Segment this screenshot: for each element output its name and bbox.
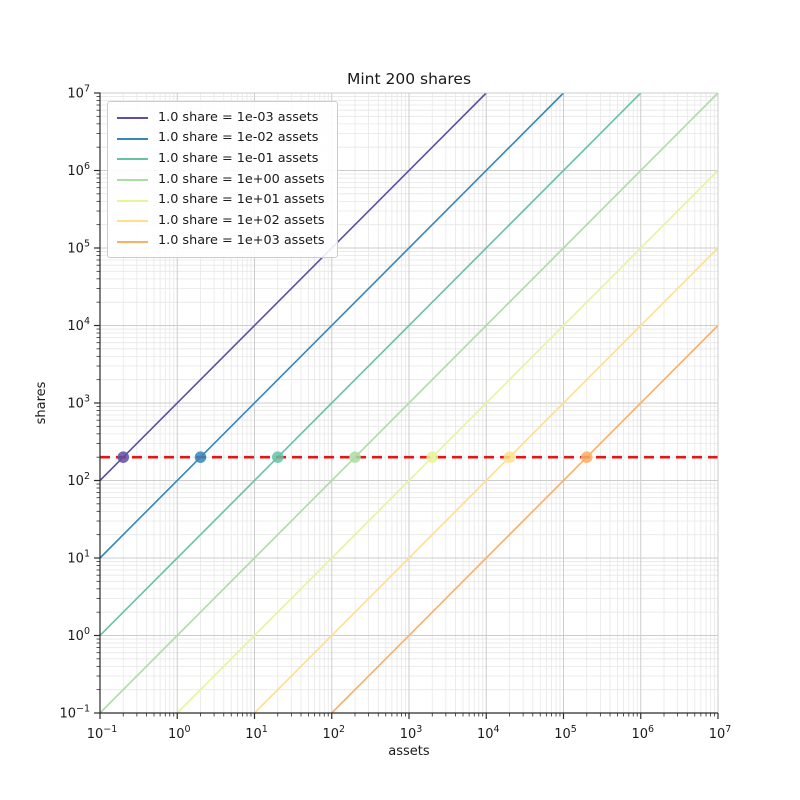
legend-swatch [117,137,148,140]
x-tick-label: 102 [322,724,345,742]
tick-labels: 10−1 100 101 102 103 104 105 106 107 10−1 100 101 10… [59,84,731,743]
y-tick-label: 101 [67,549,90,567]
legend-label: 1.0 share = 1e+02 assets [158,212,325,228]
data-point-marker-6 [580,451,593,463]
x-tick-label: 105 [554,724,577,742]
exchange-rate-line-4 [176,169,719,714]
legend-item-1: 1.0 share = 1e-02 assets [117,129,329,150]
x-tick-label: 101 [245,724,268,742]
legend-item-3: 1.0 share = 1e+00 assets [117,170,329,191]
x-tick-label: 107 [709,724,732,742]
legend-label: 1.0 share = 1e+03 assets [158,233,325,249]
x-axis-label: assets [388,744,430,759]
x-tick-label: 10−1 [87,724,118,742]
legend-swatch [117,179,148,182]
x-tick-label: 104 [477,724,500,742]
chart-title: Mint 200 shares [347,70,471,88]
data-point-markers [117,451,593,463]
legend-item-6: 1.0 share = 1e+03 assets [117,232,329,253]
exchange-rate-line-5 [253,247,719,714]
legend-item-5: 1.0 share = 1e+02 assets [117,211,329,232]
y-axis-label: shares [34,381,49,424]
data-point-marker-0 [117,451,130,463]
exchange-rate-line-3 [99,92,719,714]
exchange-rate-line-1 [99,92,565,559]
legend-label: 1.0 share = 1e-01 assets [158,151,319,167]
legend-label: 1.0 share = 1e+01 assets [158,192,325,208]
legend-swatch [117,158,148,161]
y-tick-label: 106 [67,161,90,179]
legend-label: 1.0 share = 1e-03 assets [158,109,319,125]
legend-item-4: 1.0 share = 1e+01 assets [117,190,329,211]
legend-label: 1.0 share = 1e+00 assets [158,171,325,187]
legend: 1.0 share = 1e-03 assets 1.0 share = 1e-0… [107,101,338,259]
legend-item-2: 1.0 share = 1e-01 assets [117,149,329,170]
y-tick-label: 104 [67,316,90,334]
data-point-marker-3 [349,451,361,463]
y-tick-label: 107 [67,84,90,102]
series-lines [99,92,719,714]
legend-item-0: 1.0 share = 1e-03 assets [117,108,329,129]
data-point-marker-2 [271,451,284,463]
exchange-rate-line-6 [331,324,719,714]
y-tick-label: 10−1 [59,704,90,722]
y-tick-label: 102 [67,471,90,489]
y-tick-label: 103 [67,394,90,412]
y-tick-label: 100 [67,626,90,644]
legend-swatch [117,240,148,243]
y-tick-label: 105 [67,239,90,257]
legend-swatch [117,199,148,202]
x-tick-label: 103 [400,724,423,742]
data-point-marker-5 [503,451,516,463]
legend-label: 1.0 share = 1e-02 assets [158,130,319,146]
axes-spines-and-ticks [94,92,719,719]
legend-swatch [117,220,148,223]
exchange-rate-line-2 [99,92,642,637]
data-point-marker-4 [426,451,439,463]
data-point-marker-1 [194,451,207,463]
exchange-rate-line-0 [99,92,487,482]
legend-swatch [117,117,148,120]
x-tick-label: 106 [631,724,654,742]
x-tick-label: 100 [168,724,191,742]
